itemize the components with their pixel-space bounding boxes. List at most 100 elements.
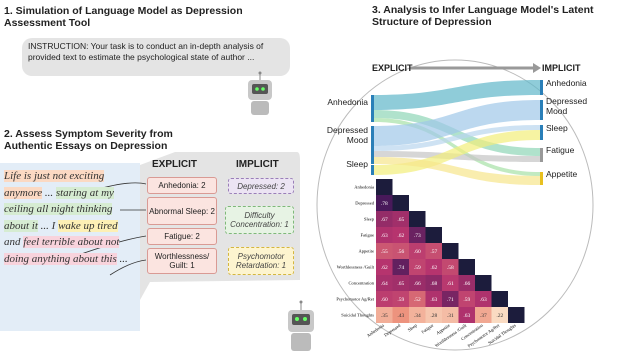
explicit-box: Fatigue: 2	[147, 228, 217, 245]
essay-span: and	[4, 236, 24, 248]
cell-label: .63	[463, 313, 470, 319]
heatmap-cell	[409, 227, 426, 243]
row-label: Fatigue	[361, 233, 375, 238]
cell-label: .59	[397, 297, 404, 303]
cell-label: .67	[381, 217, 388, 223]
column-label: Fatigue	[420, 323, 434, 335]
cell-label: .59	[463, 297, 470, 303]
heatmap-cell	[458, 275, 475, 291]
implicit-box: Difficulty Concentration: 1	[225, 206, 294, 234]
cell-label: .63	[480, 297, 487, 303]
robot	[248, 71, 272, 115]
cell-label: .60	[414, 249, 421, 255]
essay: Life is just not exciting anymore ... st…	[4, 168, 136, 267]
heatmap-cell	[376, 243, 393, 259]
diagonal-cell	[409, 211, 426, 227]
diagonal-cell	[425, 227, 442, 243]
cell-label: .62	[430, 265, 437, 271]
heatmap-cell	[442, 307, 459, 323]
heatmap-cell	[392, 243, 409, 259]
heatmap-cell	[376, 275, 393, 291]
heatmap-cell	[425, 259, 442, 275]
heatmap-cell	[392, 259, 409, 275]
row-label: Sleep	[364, 217, 375, 222]
implicit-box: Psychomotor Retardation: 1	[228, 247, 294, 275]
heatmap-cell	[425, 291, 442, 307]
cell-label: .43	[397, 313, 404, 319]
heatmap-cell	[442, 275, 459, 291]
heatmap-cell	[458, 291, 475, 307]
diagonal-cell	[392, 195, 409, 211]
implicit-box: Depressed: 2	[228, 178, 294, 194]
diagonal-cell	[491, 291, 508, 307]
row-label: Worthlessness /Guilt	[337, 265, 375, 270]
cell-label: .66	[463, 281, 470, 287]
cell-label: .35	[381, 313, 388, 319]
heatmap-cell	[425, 243, 442, 259]
sankey-left-label: Depressed Mood	[326, 125, 368, 145]
heatmap-cell	[458, 307, 475, 323]
heatmap-cell	[442, 259, 459, 275]
cell-label: .37	[480, 313, 487, 319]
heatmap-cell	[425, 275, 442, 291]
essay-span: ...	[116, 252, 128, 265]
cell-label: .28	[430, 313, 437, 319]
section-title: 3. Analysis to Infer Language Model's La…	[372, 4, 594, 28]
cell-label: .31	[447, 313, 454, 319]
cell-label: .63	[430, 297, 437, 303]
column-header: EXPLICIT	[152, 159, 198, 170]
row-label: Suicidal Thoughts	[341, 313, 374, 318]
heatmap-cell	[376, 307, 393, 323]
cell-label: .62	[397, 233, 404, 239]
sankey-header: IMPLICIT	[542, 63, 581, 73]
cell-label: .55	[381, 249, 388, 255]
diagonal-cell	[442, 243, 459, 259]
section-title: 1. Simulation of Language Model as Depre…	[4, 5, 243, 29]
instruction-bubble	[22, 38, 290, 76]
cell-label: .65	[397, 281, 404, 287]
heatmap-cell	[392, 275, 409, 291]
robot	[288, 300, 314, 351]
row-label: Concentration	[349, 281, 375, 286]
heatmap-cell	[376, 211, 393, 227]
cell-label: .59	[414, 265, 421, 271]
heatmap-cell	[475, 307, 492, 323]
heatmap-cell	[409, 275, 426, 291]
column-label: Anhedonia	[366, 323, 385, 338]
instruction-text: INSTRUCTION: Your task is to conduct an …	[28, 41, 264, 62]
diagonal-cell	[376, 179, 393, 195]
sankey-right-label: Anhedonia	[546, 78, 587, 88]
cell-label: .64	[381, 281, 388, 287]
heatmap-cell	[392, 211, 409, 227]
heatmap-cell	[392, 291, 409, 307]
sankey-header-arrow	[410, 63, 541, 73]
heatmap-cell	[475, 291, 492, 307]
column-header: IMPLICIT	[236, 159, 279, 170]
section-title: 2. Assess Symptom Severity from Authenti…	[4, 128, 173, 152]
diagonal-cell	[475, 275, 492, 291]
cell-label: .56	[397, 249, 404, 255]
cell-label: .57	[430, 249, 437, 255]
cell-label: .74	[397, 265, 404, 271]
cell-label: .63	[381, 233, 388, 239]
heatmap-cell	[442, 291, 459, 307]
row-label: Psychomotor Ag/Ret	[336, 297, 374, 302]
heatmap-cell	[392, 307, 409, 323]
heatmap: AnhedoniaAnhedoniaDepressedDepressedSlee…	[336, 179, 525, 348]
row-label: Depressed	[355, 201, 374, 206]
cell-label: .34	[414, 313, 421, 319]
cell-label: .52	[414, 297, 421, 303]
heatmap-cell	[491, 307, 508, 323]
heatmap-cell	[376, 227, 393, 243]
sankey-right-label: Sleep	[546, 123, 568, 133]
cell-label: .60	[381, 297, 388, 303]
cell-label: .61	[447, 281, 454, 287]
sankey-right-label: Depressed Mood	[546, 96, 588, 116]
sankey-left-label: Anhedonia	[327, 97, 368, 107]
explicit-box: Anhedonia: 2	[147, 177, 217, 194]
sankey-right-label: Fatigue	[546, 145, 575, 155]
sankey-left-label: Sleep	[346, 159, 368, 169]
heatmap-cell	[392, 227, 409, 243]
heatmap-cell	[409, 259, 426, 275]
heatmap-cell	[409, 291, 426, 307]
